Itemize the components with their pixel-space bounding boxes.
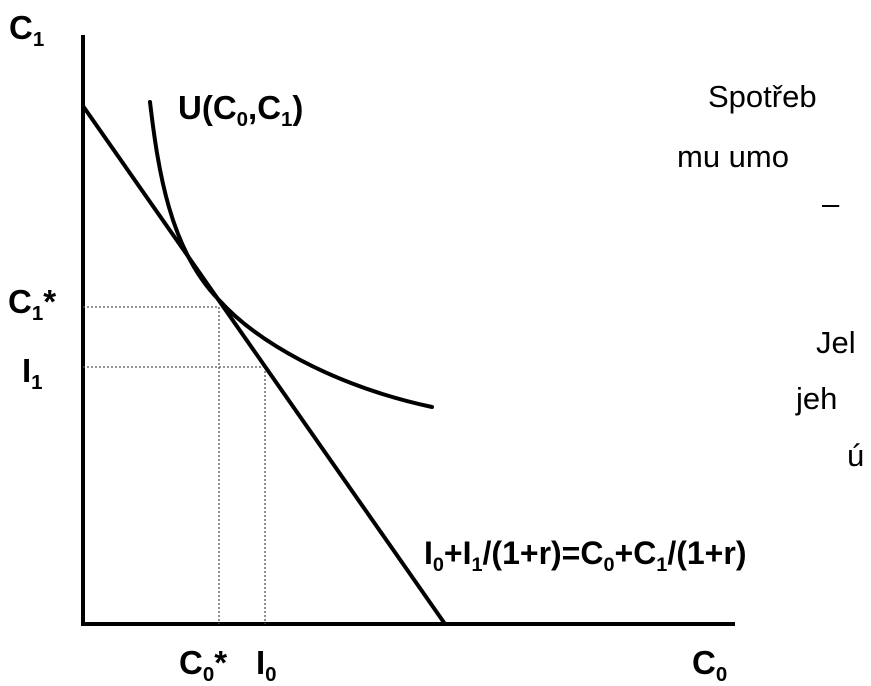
tick-c1-star: C1* [8,283,57,326]
side-text-line-4: Jel [816,325,856,360]
side-text-line-6: ú [847,438,865,473]
tick-c0-star: C0* [179,644,228,686]
x-axis-label: C0 [692,644,728,686]
budget-line-label: I0+I1/(1+r)=C0+C1/(1+r) [424,535,747,576]
side-text-line-5: jeh [796,381,838,416]
side-text-line-2: mu umo [677,139,789,174]
side-text-line-3: – [822,186,840,221]
tick-i0: I0 [256,644,277,686]
tick-i1: I1 [22,352,43,395]
budget-line [81,104,447,626]
indifference-curve [148,100,434,409]
y-axis-label: C1 [9,9,45,52]
side-text-line-1: Spotřeb [708,79,817,114]
utility-curve-label: U(C0,C1) [178,89,304,132]
